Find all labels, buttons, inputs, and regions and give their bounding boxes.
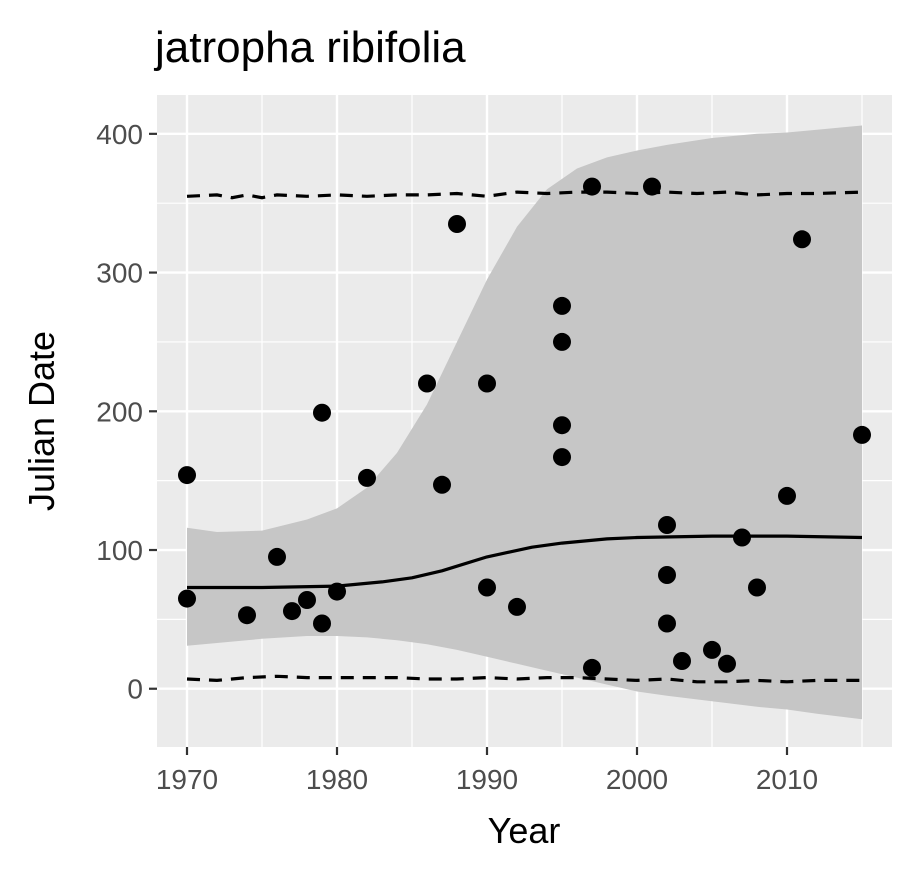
data-point xyxy=(673,652,691,670)
data-point xyxy=(658,566,676,584)
x-tick-label: 1990 xyxy=(456,764,518,795)
y-tick-label: 300 xyxy=(96,258,143,289)
data-point xyxy=(178,466,196,485)
data-point xyxy=(733,528,751,547)
data-point xyxy=(553,448,571,467)
data-point xyxy=(283,602,301,621)
data-point xyxy=(583,658,601,677)
x-axis-title: Year xyxy=(488,810,561,851)
y-tick-label: 400 xyxy=(96,119,143,150)
data-point xyxy=(703,640,721,659)
data-point xyxy=(478,578,496,597)
data-point xyxy=(178,589,196,608)
confidence-band xyxy=(187,125,862,720)
data-point xyxy=(553,416,571,435)
chart-title: jatropha ribifolia xyxy=(153,23,466,72)
x-tick-label: 1970 xyxy=(156,764,218,795)
data-point xyxy=(748,578,766,597)
fit-line xyxy=(187,534,863,590)
data-point xyxy=(433,475,451,494)
x-axis: 1970 1980 1990 2000 2010 xyxy=(156,747,818,795)
data-point xyxy=(658,614,676,633)
data-point xyxy=(553,332,571,351)
data-point xyxy=(238,606,256,625)
fit-line-layer xyxy=(187,534,863,590)
data-point xyxy=(583,177,601,196)
bound-lines-layer xyxy=(186,190,863,684)
y-tick-label: 0 xyxy=(127,674,143,705)
x-tick-label: 1980 xyxy=(306,764,368,795)
data-point xyxy=(643,177,661,196)
data-point xyxy=(853,425,871,444)
data-point xyxy=(313,403,331,422)
data-point xyxy=(418,374,436,393)
confidence-band-layer xyxy=(187,125,862,720)
y-tick-label: 200 xyxy=(96,396,143,427)
data-point xyxy=(658,516,676,534)
data-point xyxy=(793,230,811,249)
data-point xyxy=(298,591,316,609)
data-point xyxy=(313,614,331,633)
lower-bound-line xyxy=(186,674,862,684)
data-point xyxy=(478,374,496,393)
data-point xyxy=(778,486,796,505)
x-tick-label: 2010 xyxy=(756,764,818,795)
data-point xyxy=(268,547,286,566)
data-points-layer xyxy=(178,177,871,677)
y-tick-label: 100 xyxy=(96,535,143,566)
data-point xyxy=(328,582,346,601)
data-point xyxy=(448,215,466,233)
y-axis-title: Julian Date xyxy=(21,331,62,511)
data-point xyxy=(553,296,571,315)
upper-bound-line xyxy=(186,190,863,200)
data-point xyxy=(508,597,526,616)
x-tick-label: 2000 xyxy=(606,764,668,795)
data-point xyxy=(718,654,736,673)
y-axis: 0 100 200 300 400 xyxy=(96,119,157,705)
data-point xyxy=(358,468,376,487)
